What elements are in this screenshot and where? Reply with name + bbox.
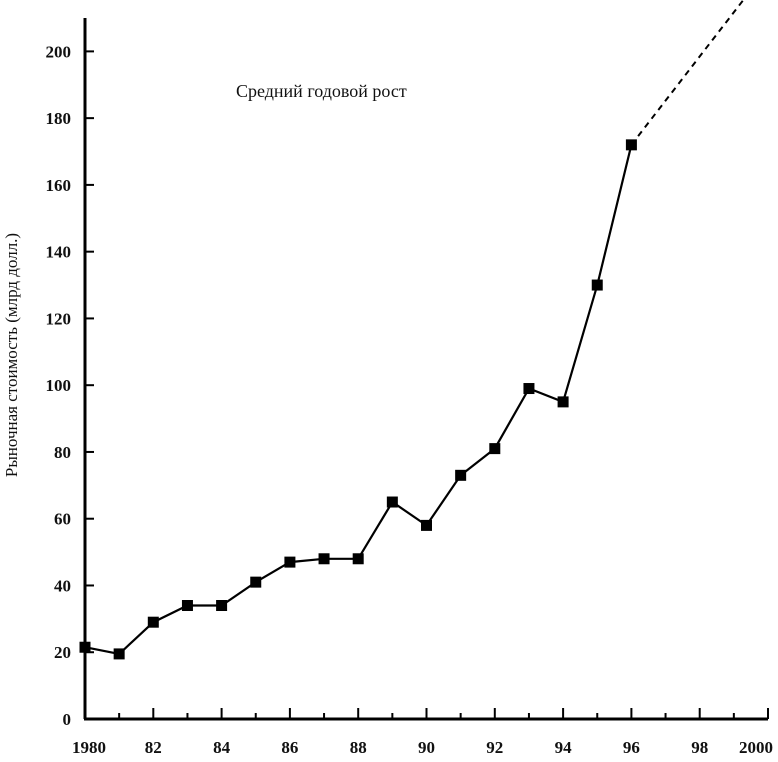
y-tick-label: 80	[54, 443, 71, 462]
series-line	[84, 144, 633, 656]
y-tick-label: 120	[46, 309, 72, 328]
data-point	[421, 519, 432, 531]
data-point	[113, 648, 125, 660]
data-point	[386, 496, 398, 508]
data-point	[455, 469, 467, 481]
data-point	[318, 553, 330, 565]
y-tick-label: 180	[46, 109, 72, 128]
x-tick-label: 86	[281, 738, 298, 757]
y-tick-label: 40	[54, 576, 71, 595]
axes	[83, 18, 768, 721]
y-tick-label: 160	[46, 176, 72, 195]
x-tick-label: 92	[486, 738, 503, 757]
data-point	[181, 600, 193, 612]
tick-labels: 0 20 40 60 80 100 120 140 160 180 200 1980 82 84 86 88 9…	[46, 42, 774, 757]
y-tick-label: 60	[54, 510, 71, 529]
data-point	[489, 443, 501, 455]
chart-annotation: Средний годовой рост	[236, 81, 407, 101]
data-point	[352, 553, 364, 565]
series-markers	[79, 139, 637, 660]
x-tick-label: 96	[623, 738, 640, 757]
data-point	[591, 279, 603, 291]
data-point	[250, 576, 262, 588]
x-tick-label: 84	[213, 738, 231, 757]
x-tick-label: 90	[418, 738, 435, 757]
ticks	[84, 50, 769, 720]
y-tick-label: 20	[54, 643, 71, 662]
x-tick-label: 94	[555, 738, 573, 757]
y-tick-label: 140	[46, 243, 72, 262]
data-point	[79, 641, 91, 653]
x-tick-label: 2000	[739, 738, 773, 757]
data-point	[557, 396, 569, 408]
data-point	[625, 139, 637, 151]
x-tick-label: 1980	[72, 738, 106, 757]
x-tick-label: 98	[691, 738, 708, 757]
y-tick-label: 200	[46, 42, 72, 61]
y-tick-label: 100	[46, 376, 72, 395]
x-tick-label: 88	[350, 738, 367, 757]
y-axis-title: Рыночная стоимость (млрд долл.)	[2, 233, 21, 477]
data-point	[216, 600, 228, 612]
projection-line	[630, 0, 745, 146]
x-tick-label: 82	[145, 738, 162, 757]
data-point	[284, 556, 296, 568]
data-point	[147, 616, 159, 628]
y-tick-label: 0	[63, 710, 72, 729]
data-point	[523, 383, 535, 395]
